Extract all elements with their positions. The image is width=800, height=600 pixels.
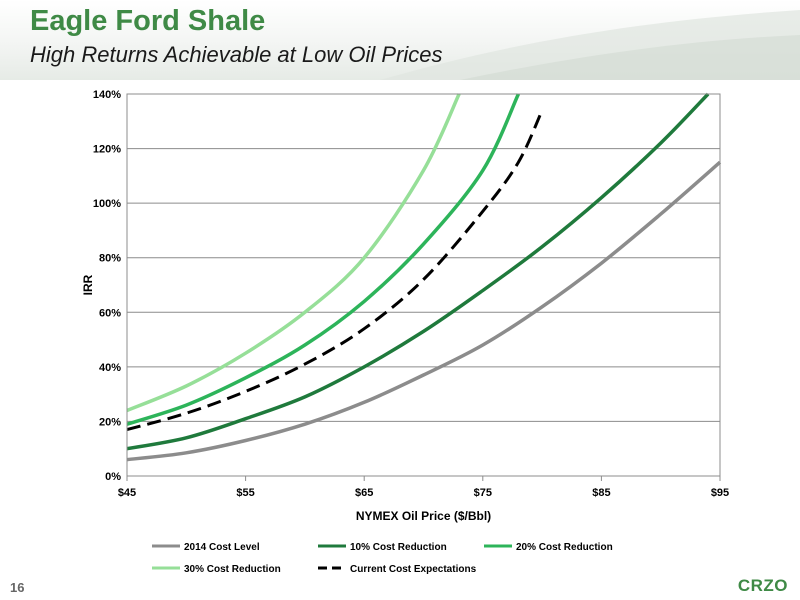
legend-label-2: 20% Cost Reduction <box>516 542 613 553</box>
x-tick-label: $95 <box>711 487 729 499</box>
y-tick-label: 80% <box>99 253 121 265</box>
legend-label-4: Current Cost Expectations <box>350 564 477 575</box>
series-line-0 <box>126 160 722 462</box>
y-tick-label: 140% <box>93 89 121 101</box>
y-tick-label: 100% <box>93 198 121 210</box>
x-axis-label: NYMEX Oil Price ($/Bbl) <box>356 509 491 523</box>
chart-grid <box>127 93 720 477</box>
series-line-4 <box>126 109 544 432</box>
chart-series <box>126 92 722 462</box>
plot-area-border <box>126 93 721 477</box>
series-line-2 <box>126 93 520 426</box>
legend-label-0: 2014 Cost Level <box>184 542 260 553</box>
legend-label-1: 10% Cost Reduction <box>350 542 447 553</box>
slide-title: Eagle Ford Shale <box>30 5 266 37</box>
series-line-3 <box>126 93 461 413</box>
y-tick-label: 20% <box>99 416 121 428</box>
series-line-1 <box>126 92 710 451</box>
y-axis-label: IRR <box>81 274 95 295</box>
x-tick-label: $45 <box>118 487 136 499</box>
slide-subtitle: High Returns Achievable at Low Oil Price… <box>30 42 443 67</box>
y-tick-label: 40% <box>99 362 121 374</box>
header-swoosh <box>380 10 800 80</box>
y-tick-label: 60% <box>99 307 121 319</box>
chart-legend: 2014 Cost Level 10% Cost Reduction 20% Cos… <box>152 542 613 575</box>
page-number: 16 <box>10 580 25 595</box>
x-tick-label: $85 <box>592 487 610 499</box>
x-tick-label: $55 <box>236 487 254 499</box>
y-tick-label: 120% <box>93 144 121 156</box>
x-tick-label: $75 <box>474 487 492 499</box>
x-tick-label: $65 <box>355 487 373 499</box>
legend-label-3: 30% Cost Reduction <box>184 564 281 575</box>
crzo-logo: CRZO <box>737 576 788 595</box>
y-tick-label: 0% <box>105 471 121 483</box>
chart-ticks: 0% 20% 40% 60% 80% 100% 120% 140% $45 $55 $65 $75 $8… <box>93 89 729 499</box>
